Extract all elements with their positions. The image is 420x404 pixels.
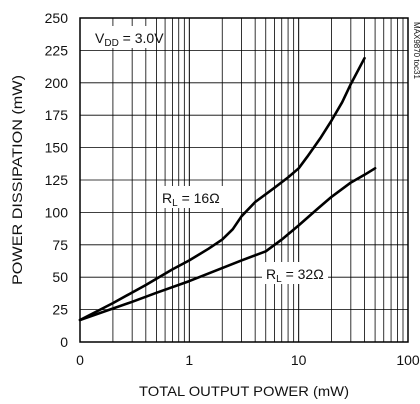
- y-tick-label: 50: [52, 269, 68, 285]
- series-label-16ohm-sub: L: [172, 198, 178, 209]
- series-line-16ohm: [78, 56, 366, 322]
- vdd-main: V: [95, 30, 105, 46]
- y-tick-label: 25: [52, 302, 68, 318]
- x-tick-label: 0: [76, 352, 84, 368]
- series-label-16ohm: RL = 16Ω: [162, 190, 220, 209]
- x-tick-label: 100: [396, 352, 420, 368]
- y-tick-label: 250: [45, 10, 69, 26]
- y-tick-label: 200: [45, 75, 69, 91]
- y-axis-ticks: 0 25 50 75 100 125 150 175 200 225 250: [45, 10, 69, 350]
- y-tick-label: 75: [52, 237, 68, 253]
- series-label-32ohm-sub: L: [276, 274, 282, 285]
- vdd-value: = 3.0V: [119, 30, 164, 46]
- series-label-32ohm: RL = 32Ω: [266, 266, 324, 285]
- series-label-bg-32ohm: [262, 262, 328, 284]
- grid: [80, 18, 408, 342]
- y-tick-label: 175: [45, 107, 69, 123]
- series-line-32ohm: [78, 167, 377, 322]
- y-tick-label: 0: [60, 334, 68, 350]
- y-axis-label: POWER DISSIPATION (mW): [9, 75, 25, 285]
- watermark: MAX9870 toc31: [412, 22, 420, 79]
- y-tick-label: 150: [45, 140, 69, 156]
- vdd-annotation-bg: [90, 26, 154, 48]
- series-label-16ohm-main: R: [162, 190, 172, 206]
- series-label-32ohm-value: = 32Ω: [282, 266, 324, 282]
- vdd-annotation: VDD = 3.0V: [95, 30, 164, 49]
- series-label-32ohm-main: R: [266, 266, 276, 282]
- x-tick-label: 1: [185, 352, 193, 368]
- series-lines: [78, 56, 377, 322]
- x-tick-label: 10: [291, 352, 307, 368]
- vdd-sub: DD: [104, 38, 118, 49]
- series-label-16ohm-value: = 16Ω: [178, 190, 220, 206]
- plot-frame: [79, 17, 409, 343]
- y-tick-label: 225: [45, 42, 69, 58]
- y-tick-label: 100: [45, 204, 69, 220]
- y-tick-label: 125: [45, 172, 69, 188]
- x-axis-ticks: 0 1 10 100: [76, 352, 420, 368]
- series-label-bg-16ohm: [158, 186, 224, 208]
- x-axis-label: TOTAL OUTPUT POWER (mW): [139, 383, 349, 399]
